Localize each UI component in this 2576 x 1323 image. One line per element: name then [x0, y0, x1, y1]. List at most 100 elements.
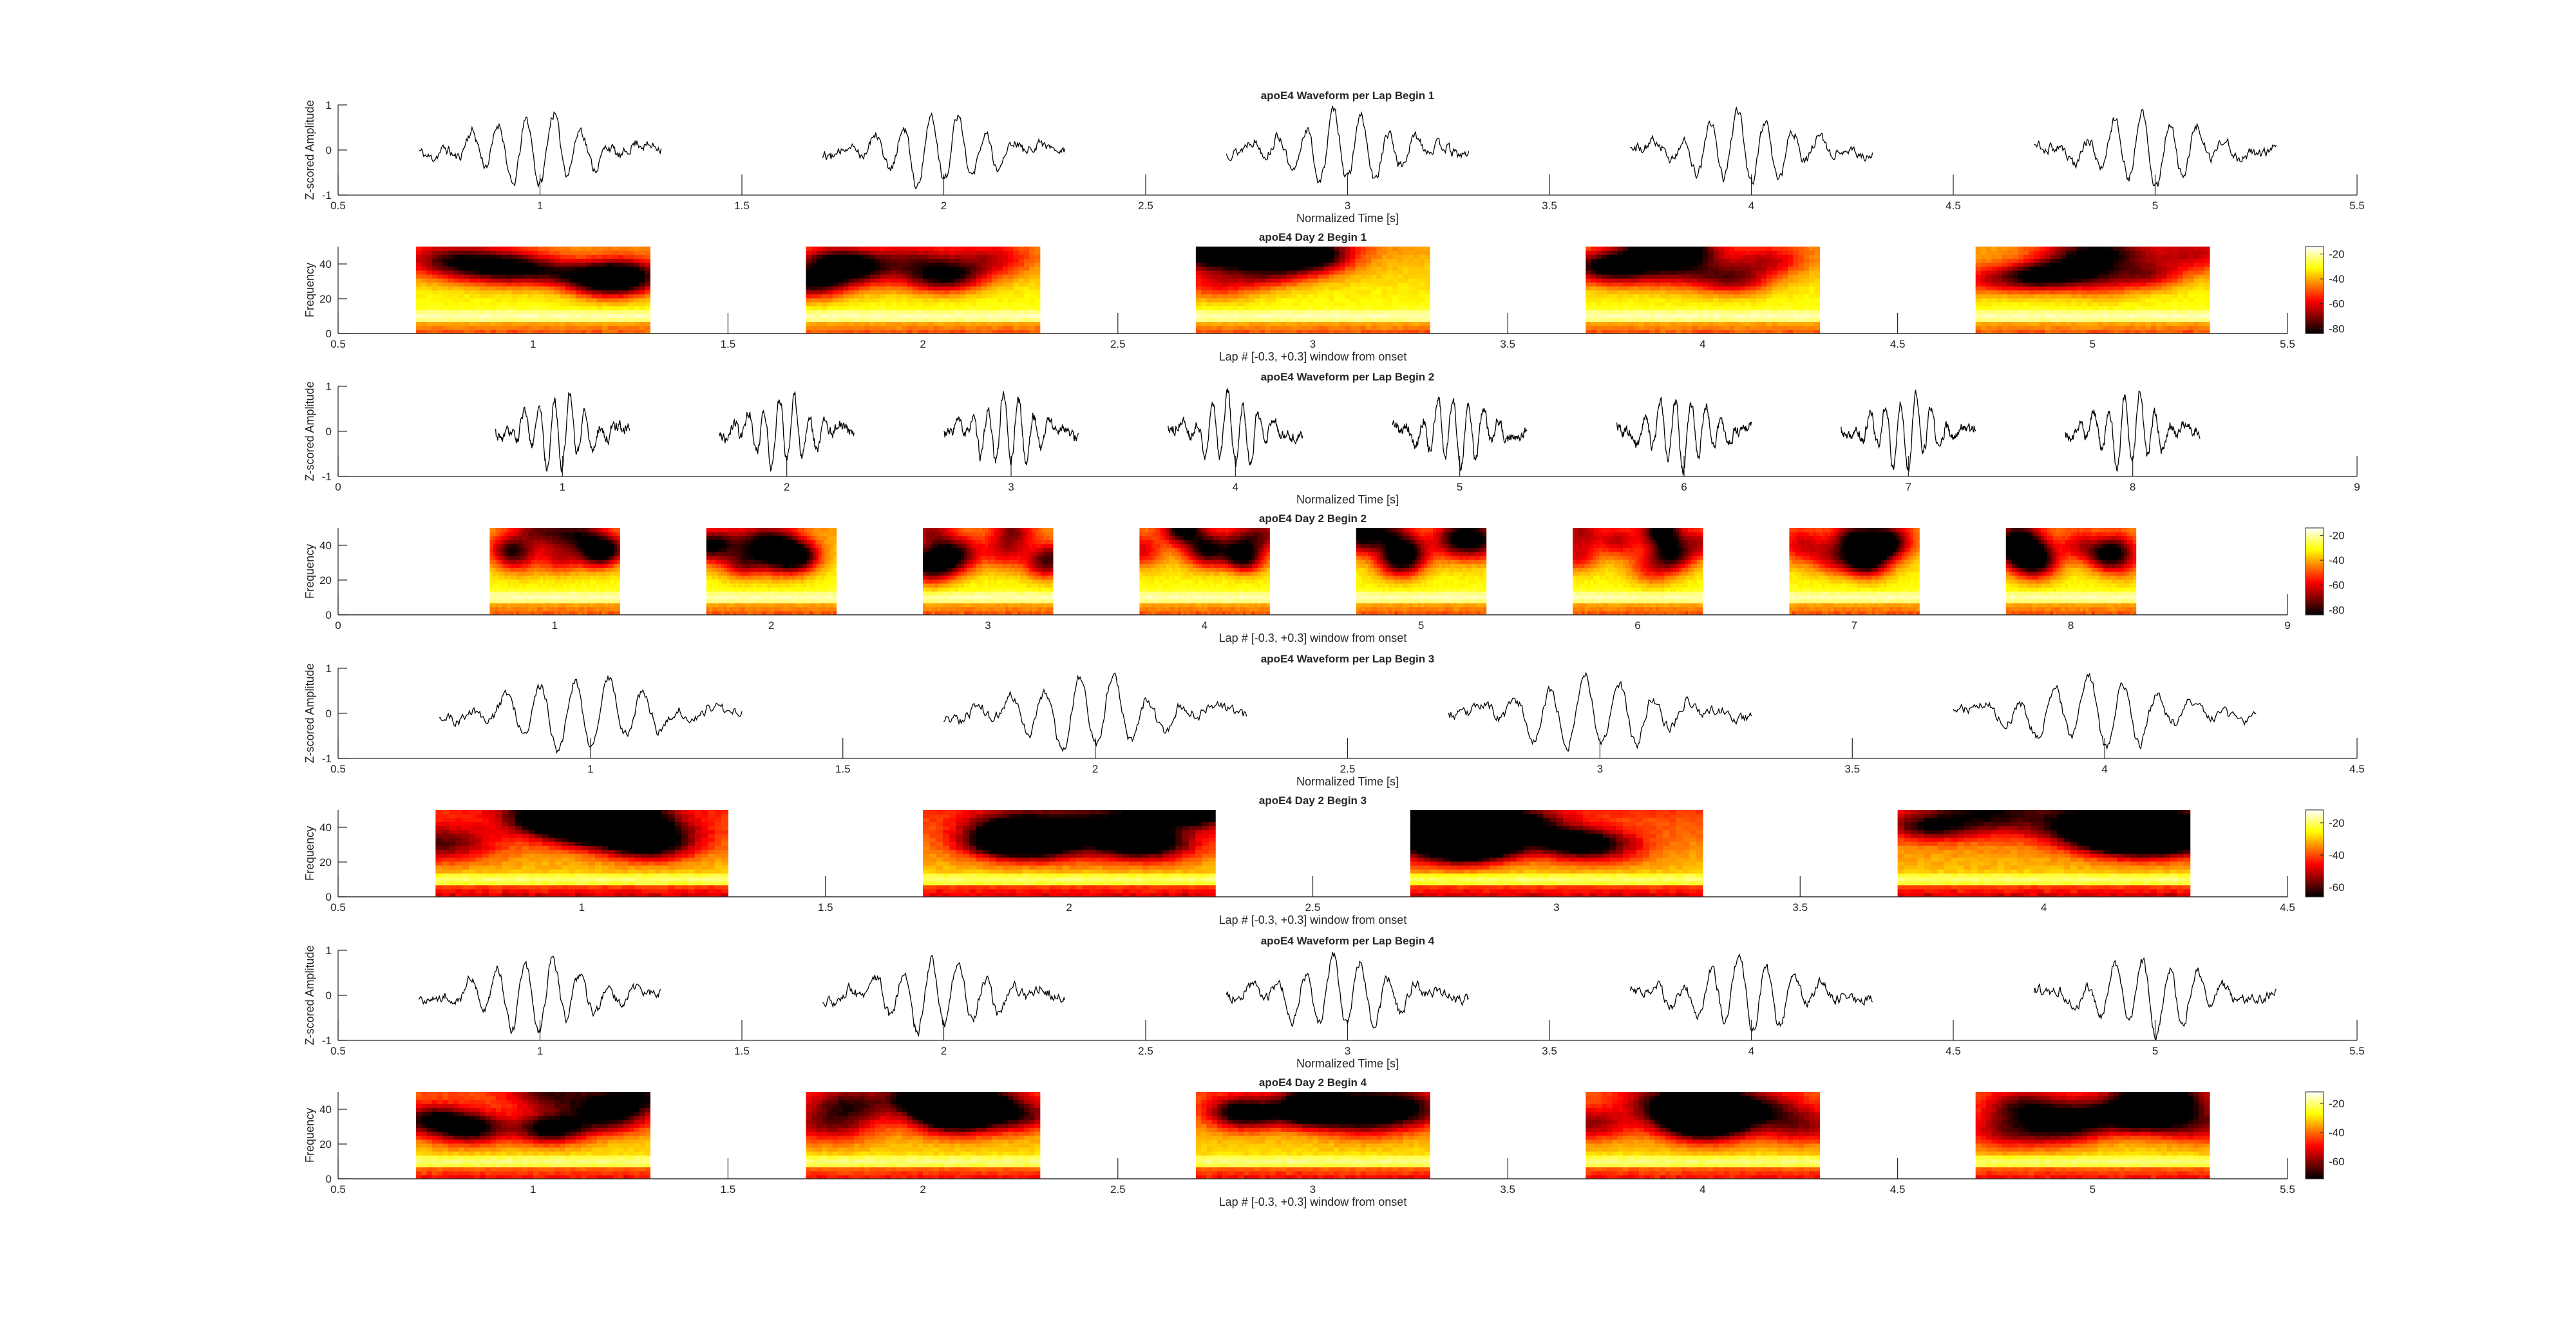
- spectrogram-cell: [612, 282, 619, 286]
- spectrogram-cell: [1280, 278, 1287, 283]
- spectrogram-cell: [506, 270, 513, 275]
- spectrogram-cell: [811, 317, 817, 323]
- spectrogram-cell: [1692, 247, 1698, 251]
- spectrogram-cell: [426, 278, 433, 283]
- spectrogram-cell: [827, 286, 833, 291]
- spectrogram-cell: [2114, 250, 2120, 255]
- x-tick-label: 2.5: [1110, 338, 1126, 350]
- spectrogram-cell: [859, 250, 865, 255]
- spectrogram-cell: [1654, 286, 1661, 291]
- spectrogram-cell: [2124, 247, 2130, 251]
- spectrogram-cell: [1723, 294, 1730, 299]
- spectrogram-cell: [938, 314, 945, 319]
- spectrogram-cell: [1591, 266, 1597, 271]
- spectrogram-cell: [1793, 258, 1799, 263]
- spectrogram-cell: [827, 294, 833, 299]
- spectrogram-cell: [623, 310, 629, 314]
- spectrogram-cell: [1350, 294, 1356, 299]
- spectrogram-cell: [464, 250, 470, 255]
- spectrogram-cell: [607, 247, 614, 251]
- spectrogram-cell: [1034, 301, 1041, 306]
- spectrogram-cell: [416, 290, 422, 295]
- spectrogram-cell: [602, 282, 608, 286]
- spectrogram-cell: [570, 254, 576, 259]
- spectrogram-cell: [623, 270, 629, 275]
- spectrogram-cell: [2130, 321, 2136, 326]
- spectrogram-cell: [1734, 266, 1741, 271]
- spectrogram-cell: [549, 278, 555, 283]
- spectrogram-cell: [1002, 310, 1009, 314]
- spectrogram-cell: [1307, 250, 1314, 255]
- spectrogram-cell: [1270, 250, 1276, 255]
- spectrogram-cell: [1371, 278, 1378, 283]
- spectrogram-cell: [1787, 297, 1794, 303]
- spectrogram-cell: [1623, 286, 1629, 291]
- spectrogram-cell: [559, 262, 565, 267]
- spectrogram-cell: [2071, 250, 2078, 255]
- spectrogram-cell: [629, 266, 635, 271]
- colorbar-swatch: [2306, 324, 2324, 326]
- spectrogram-cell: [1238, 321, 1244, 326]
- spectrogram-cell: [1798, 306, 1804, 310]
- spectrogram-cell: [2199, 297, 2205, 303]
- spectrogram-cell: [1671, 301, 1677, 306]
- spectrogram-cell: [612, 329, 619, 334]
- spectrogram-cell: [1612, 297, 1618, 303]
- spectrogram-cell: [1708, 290, 1714, 295]
- spectrogram-cell: [1334, 266, 1340, 271]
- spectrogram-cell: [923, 250, 929, 255]
- spectrogram-cell: [1408, 317, 1414, 323]
- spectrogram-cell: [1692, 258, 1698, 263]
- spectrogram-cell: [848, 317, 855, 323]
- spectrogram-cell: [2199, 290, 2205, 295]
- spectrogram-cell: [1739, 317, 1746, 323]
- colorbar-swatch: [2306, 274, 2324, 277]
- spectrogram-cell: [1718, 250, 1725, 255]
- spectrogram-cell: [1708, 282, 1714, 286]
- spectrogram-cell: [1323, 310, 1329, 314]
- spectrogram-cell: [2140, 274, 2146, 279]
- waveform-trace: [1630, 106, 1873, 185]
- spectrogram-cell: [474, 317, 480, 323]
- spectrogram-cell: [1195, 282, 1202, 286]
- spectrogram-cell: [933, 262, 940, 267]
- spectrogram-cell: [1980, 247, 1987, 251]
- spectrogram-cell: [1424, 321, 1430, 326]
- spectrogram-cell: [538, 290, 544, 295]
- spectrogram-cell: [1644, 317, 1650, 323]
- spectrogram-cell: [944, 306, 950, 310]
- spectrogram-cell: [1254, 286, 1260, 291]
- spectrogram-cell: [2151, 329, 2157, 334]
- spectrogram-cell: [2193, 290, 2200, 295]
- spectrogram-cell: [843, 310, 849, 314]
- spectrogram-cell: [960, 310, 966, 314]
- spectrogram-cell: [1697, 286, 1703, 291]
- spectrogram-cell: [1996, 329, 2003, 334]
- spectrogram-cell: [1286, 325, 1293, 330]
- spectrogram-cell: [1596, 270, 1602, 275]
- spectrogram-cell: [2045, 270, 2050, 275]
- spectrogram-cell: [1697, 306, 1703, 310]
- spectrogram-cell: [1323, 321, 1329, 326]
- spectrogram-cell: [1980, 254, 1987, 259]
- spectrogram-cell: [554, 247, 560, 251]
- spectrogram-cell: [1345, 258, 1350, 263]
- colorbar-swatch: [2306, 257, 2324, 259]
- spectrogram-cell: [1761, 329, 1767, 334]
- spectrogram-cell: [2092, 317, 2099, 323]
- spectrogram-cell: [645, 254, 650, 259]
- spectrogram-cell: [575, 325, 582, 330]
- spectrogram-cell: [1612, 329, 1618, 334]
- spectrogram-cell: [1280, 297, 1287, 303]
- spectrogram-cell: [938, 247, 945, 251]
- spectrogram-cell: [2087, 270, 2093, 275]
- spectrogram-cell: [1029, 270, 1036, 275]
- spectrogram-cell: [1414, 314, 1420, 319]
- spectrogram-cell: [2076, 314, 2083, 319]
- spectrogram-cell: [575, 297, 582, 303]
- spectrogram-cell: [2039, 274, 2045, 279]
- spectrogram-cell: [1708, 254, 1714, 259]
- spectrogram-cell: [1628, 329, 1634, 334]
- spectrogram-cell: [1403, 270, 1409, 275]
- spectrogram-cell: [2151, 294, 2157, 299]
